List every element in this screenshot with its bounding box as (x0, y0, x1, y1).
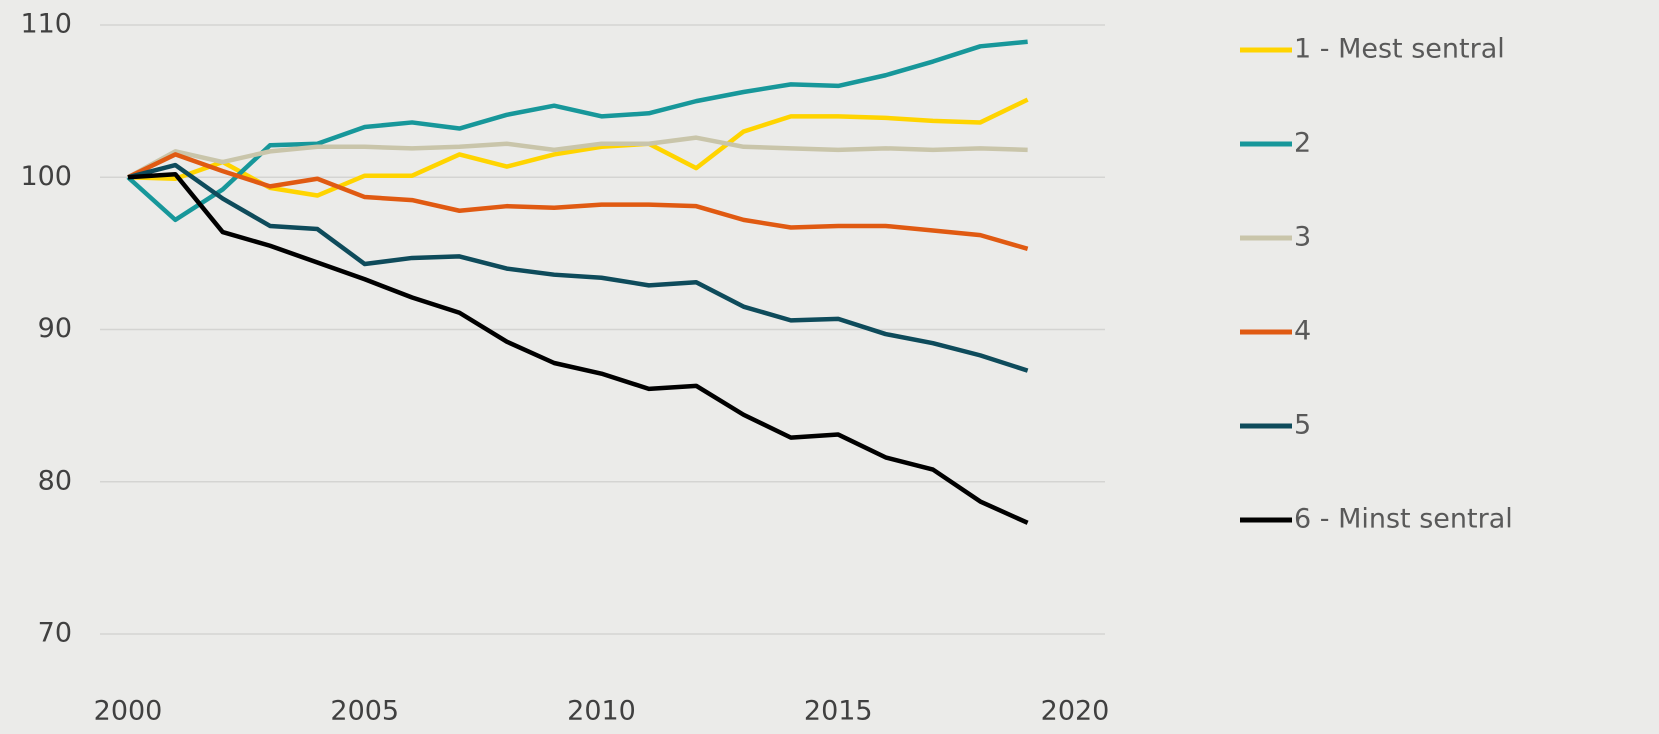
y-tick-label: 70 (38, 618, 72, 649)
legend-label: 6 - Minst sentral (1294, 504, 1513, 535)
legend-label: 4 (1294, 316, 1311, 347)
legend-label: 2 (1294, 128, 1311, 159)
x-tick-label: 2005 (330, 696, 399, 727)
y-tick-label: 80 (38, 465, 72, 496)
series-line (127, 162, 1029, 373)
x-tick-label: 2000 (94, 696, 163, 727)
series-line (126, 39, 1028, 223)
series-line (127, 97, 1029, 198)
y-tick-label: 110 (20, 9, 72, 40)
legend-label: 5 (1294, 410, 1311, 441)
legend-label: 1 - Mest sentral (1294, 34, 1505, 65)
series-line (126, 135, 1028, 180)
y-tick-label: 100 (20, 161, 72, 192)
series-line (127, 171, 1029, 525)
series-line (127, 152, 1029, 251)
y-tick-label: 90 (38, 313, 72, 344)
legend-label: 3 (1294, 222, 1311, 253)
x-tick-label: 2010 (567, 696, 636, 727)
x-tick-label: 2020 (1041, 696, 1110, 727)
x-tick-label: 2015 (804, 696, 873, 727)
